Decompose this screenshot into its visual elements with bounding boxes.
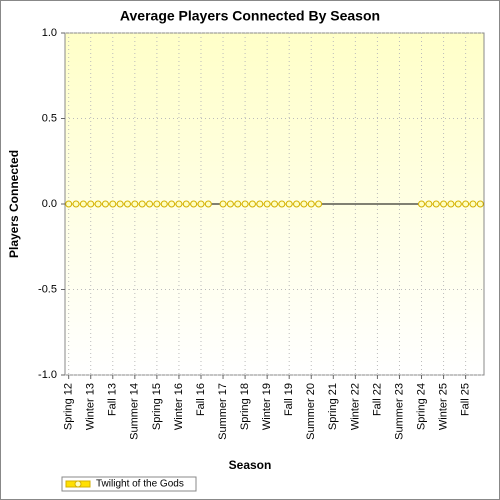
- x-tick-label: Winter 25: [437, 383, 449, 430]
- y-tick-label: 0.0: [42, 198, 57, 210]
- point: [87, 200, 95, 208]
- point: [285, 200, 293, 208]
- point: [476, 200, 484, 208]
- point: [293, 200, 301, 208]
- point: [153, 200, 161, 208]
- point: [219, 200, 227, 208]
- x-tick-label: Spring 12: [63, 383, 75, 430]
- point: [197, 200, 205, 208]
- point: [248, 200, 256, 208]
- point: [271, 200, 278, 208]
- point: [123, 200, 131, 208]
- x-tick-label: Summer 17: [217, 383, 229, 440]
- legend: [61, 476, 197, 492]
- point: [315, 200, 323, 208]
- point: [175, 200, 183, 208]
- x-tick-label: Spring 24: [415, 383, 427, 430]
- x-tick-label: Fall 13: [107, 383, 119, 416]
- x-tick-label: Winter 16: [173, 383, 185, 430]
- x-tick-label: Summer 23: [393, 383, 405, 440]
- point: [116, 200, 124, 208]
- point: [146, 200, 154, 208]
- point: [300, 200, 308, 208]
- point: [447, 200, 455, 208]
- point: [182, 200, 190, 208]
- point: [432, 200, 440, 208]
- x-tick-label: Fall 25: [460, 383, 472, 416]
- point: [469, 200, 477, 208]
- x-axis-title: Season: [229, 458, 272, 472]
- x-tick-label: Spring 18: [239, 383, 251, 430]
- x-tick-label: Fall 19: [283, 383, 295, 416]
- point: [263, 200, 271, 208]
- x-tick-label: Summer 14: [129, 383, 141, 440]
- point: [160, 200, 168, 208]
- point: [131, 200, 139, 208]
- point: [454, 200, 462, 208]
- y-tick-label: -1.0: [38, 369, 57, 381]
- x-tick-label: Winter 13: [85, 383, 97, 430]
- x-tick-label: Summer 20: [305, 383, 317, 440]
- point: [190, 200, 198, 208]
- point: [278, 200, 286, 208]
- point: [72, 200, 80, 208]
- x-tick-label: Spring 21: [327, 383, 339, 430]
- point: [440, 200, 448, 208]
- point: [94, 200, 102, 208]
- point: [462, 200, 470, 208]
- chart-title: Average Players Connected By Season: [120, 8, 380, 24]
- x-tick-label: Winter 22: [349, 383, 361, 430]
- y-tick-label: -0.5: [38, 283, 57, 295]
- point: [418, 200, 426, 208]
- point: [168, 200, 176, 208]
- point: [256, 200, 264, 208]
- x-tick-label: Winter 19: [261, 383, 273, 430]
- point: [138, 200, 146, 208]
- point: [307, 200, 315, 208]
- point: [234, 200, 242, 208]
- x-tick-label: Fall 22: [371, 383, 383, 416]
- legend-label: Twilight of the Gods: [96, 479, 184, 490]
- point: [204, 200, 212, 208]
- point: [241, 200, 249, 208]
- y-axis-title: Players Connected: [7, 150, 21, 258]
- point: [425, 200, 433, 208]
- legend-marker: [74, 480, 82, 488]
- point: [65, 200, 73, 208]
- x-tick-label: Fall 16: [195, 383, 207, 416]
- y-tick-label: 1.0: [42, 27, 57, 39]
- point: [226, 200, 234, 208]
- x-tick-label: Spring 15: [151, 383, 163, 430]
- point: [101, 200, 109, 208]
- point: [109, 200, 117, 208]
- point: [79, 200, 87, 208]
- y-tick-label: 0.5: [42, 112, 57, 124]
